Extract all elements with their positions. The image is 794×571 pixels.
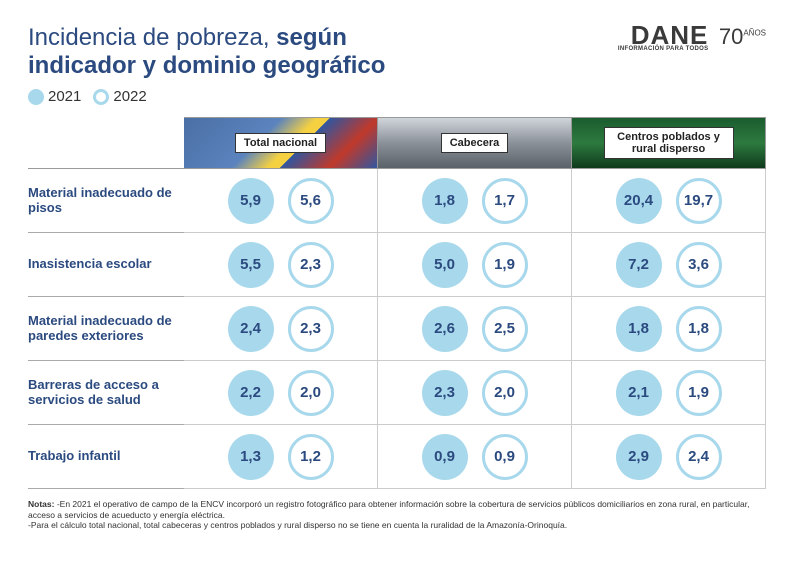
value-2021: 2,9 (616, 434, 662, 480)
data-cell: 2,9 2,4 (572, 425, 766, 489)
value-2022: 2,0 (288, 370, 334, 416)
value-2021: 1,8 (422, 178, 468, 224)
row-label: Trabajo infantil (28, 449, 120, 464)
value-2022: 5,6 (288, 178, 334, 224)
logo: DANE INFORMACIÓN PARA TODOS 70AÑOS (618, 24, 766, 55)
logo-years: 70AÑOS (719, 24, 766, 50)
data-cell: 2,4 2,3 (184, 297, 378, 361)
legend-2021: 2021 (28, 88, 81, 105)
row-label-cell: Material inadecuado de pisos (28, 169, 184, 233)
value-2021: 1,3 (228, 434, 274, 480)
column-label-nacional: Total nacional (235, 133, 326, 153)
data-cell: 5,9 5,6 (184, 169, 378, 233)
title-plain: Incidencia de pobreza, (28, 24, 276, 51)
value-2022: 2,3 (288, 242, 334, 288)
value-2022: 19,7 (676, 178, 722, 224)
legend-2022: 2022 (93, 88, 146, 105)
row-label: Inasistencia escolar (28, 257, 152, 272)
value-2021: 2,1 (616, 370, 662, 416)
value-2022: 1,8 (676, 306, 722, 352)
value-2021: 20,4 (616, 178, 662, 224)
data-cell: 5,0 1,9 (378, 233, 572, 297)
value-2022: 2,3 (288, 306, 334, 352)
column-header-nacional: Total nacional (184, 117, 378, 169)
legend: 2021 2022 (28, 88, 766, 105)
data-cell: 1,3 1,2 (184, 425, 378, 489)
value-2022: 1,9 (482, 242, 528, 288)
data-cell: 5,5 2,3 (184, 233, 378, 297)
value-2021: 5,9 (228, 178, 274, 224)
value-2022: 2,0 (482, 370, 528, 416)
title-bold-2: indicador y dominio geográfico (28, 52, 385, 79)
row-label: Material inadecuado de paredes exteriore… (28, 314, 178, 344)
notes-label: Notas: (28, 499, 57, 509)
title-bold-1: según (276, 24, 347, 51)
logo-years-label: AÑOS (743, 29, 766, 38)
value-2021: 1,8 (616, 306, 662, 352)
value-2021: 5,5 (228, 242, 274, 288)
data-cell: 2,6 2,5 (378, 297, 572, 361)
column-header-cabecera: Cabecera (378, 117, 572, 169)
value-2022: 2,4 (676, 434, 722, 480)
dot-filled-icon (28, 89, 44, 105)
value-2022: 1,9 (676, 370, 722, 416)
value-2021: 2,6 (422, 306, 468, 352)
data-cell: 2,2 2,0 (184, 361, 378, 425)
row-label-cell: Material inadecuado de paredes exteriore… (28, 297, 184, 361)
data-cell: 2,3 2,0 (378, 361, 572, 425)
logo-sub: INFORMACIÓN PARA TODOS (618, 47, 709, 52)
value-2022: 1,7 (482, 178, 528, 224)
grid-corner (28, 117, 184, 169)
dot-outline-icon (93, 89, 109, 105)
row-label-cell: Inasistencia escolar (28, 233, 184, 297)
notes-line1: -En 2021 el operativo de campo de la ENC… (28, 499, 749, 520)
column-label-rural: Centros poblados y rural disperso (604, 127, 734, 159)
row-label-cell: Barreras de acceso a servicios de salud (28, 361, 184, 425)
data-grid: Total nacional Cabecera Centros poblados y… (28, 117, 766, 489)
row-label: Material inadecuado de pisos (28, 186, 178, 216)
value-2022: 1,2 (288, 434, 334, 480)
logo-main: DANE INFORMACIÓN PARA TODOS (618, 24, 709, 53)
notes-line2: -Para el cálculo total nacional, total c… (28, 520, 567, 530)
value-2021: 2,3 (422, 370, 468, 416)
row-label-cell: Trabajo infantil (28, 425, 184, 489)
header: Incidencia de pobreza, según indicador y… (28, 24, 766, 80)
data-cell: 7,2 3,6 (572, 233, 766, 297)
value-2022: 0,9 (482, 434, 528, 480)
data-cell: 1,8 1,7 (378, 169, 572, 233)
value-2021: 5,0 (422, 242, 468, 288)
value-2021: 7,2 (616, 242, 662, 288)
value-2022: 2,5 (482, 306, 528, 352)
data-cell: 20,4 19,7 (572, 169, 766, 233)
legend-2021-label: 2021 (48, 88, 81, 105)
value-2021: 2,4 (228, 306, 274, 352)
column-header-rural: Centros poblados y rural disperso (572, 117, 766, 169)
value-2021: 0,9 (422, 434, 468, 480)
data-cell: 1,8 1,8 (572, 297, 766, 361)
value-2022: 3,6 (676, 242, 722, 288)
page-title: Incidencia de pobreza, según indicador y… (28, 24, 385, 80)
data-cell: 0,9 0,9 (378, 425, 572, 489)
logo-years-num: 70 (719, 24, 743, 49)
value-2021: 2,2 (228, 370, 274, 416)
legend-2022-label: 2022 (113, 88, 146, 105)
column-label-cabecera: Cabecera (441, 133, 509, 153)
footnotes: Notas: -En 2021 el operativo de campo de… (28, 499, 766, 531)
data-cell: 2,1 1,9 (572, 361, 766, 425)
row-label: Barreras de acceso a servicios de salud (28, 378, 178, 408)
